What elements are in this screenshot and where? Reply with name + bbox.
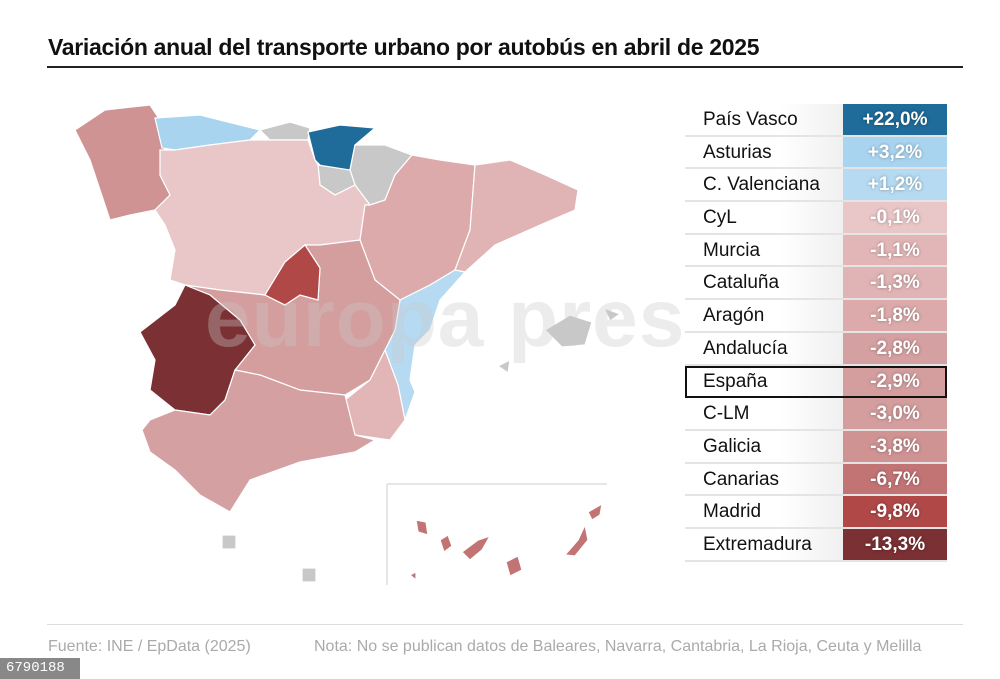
region-ceuta	[221, 534, 237, 550]
region-madrid	[264, 244, 321, 306]
region-name: CyL	[685, 202, 843, 233]
region-canarias	[505, 555, 523, 577]
region-value: -1,1%	[843, 234, 947, 266]
region-value: -1,3%	[843, 267, 947, 299]
region-value: -9,8%	[843, 496, 947, 527]
region-name: Galicia	[685, 430, 843, 462]
region-value: -6,7%	[843, 463, 947, 495]
region-value: +3,2%	[843, 136, 947, 168]
region-name: Extremadura	[685, 528, 843, 560]
region-name: C. Valenciana	[685, 169, 843, 201]
region-baleares	[544, 314, 593, 348]
table-row: Galicia -3,8%	[685, 430, 947, 464]
values-table: País Vasco +22,0% Asturias +3,2% C. Valencia…	[685, 104, 947, 562]
table-row: Murcia -1,1%	[685, 234, 947, 268]
table-row: Andalucía -2,8%	[685, 332, 947, 366]
region-name: Cataluña	[685, 267, 843, 299]
region-value: +22,0%	[843, 104, 947, 135]
table-row: C-LM -3,0%	[685, 398, 947, 431]
region-murcia	[344, 348, 406, 441]
title-divider	[47, 66, 963, 68]
region-canarias	[408, 571, 417, 582]
table-row: País Vasco +22,0%	[685, 104, 947, 137]
region-andalucia	[141, 369, 377, 513]
region-value: -13,3%	[843, 528, 947, 560]
table-row: Cataluña -1,3%	[685, 267, 947, 301]
region-value: -1,8%	[843, 300, 947, 331]
region-name: Madrid	[685, 496, 843, 527]
region-canarias	[587, 502, 603, 521]
region-melilla	[301, 567, 317, 583]
region-name: Murcia	[685, 234, 843, 266]
region-name: Aragón	[685, 300, 843, 331]
region-cantabria	[258, 121, 311, 141]
region-value: -2,8%	[843, 332, 947, 364]
region-baleares	[602, 306, 622, 322]
region-name: Asturias	[685, 136, 843, 168]
region-value: +1,2%	[843, 169, 947, 201]
image-id: 6790188	[0, 658, 80, 679]
table-row: CyL -0,1%	[685, 202, 947, 235]
region-value: -0,1%	[843, 202, 947, 233]
region-name: C-LM	[685, 398, 843, 429]
table-row: Asturias +3,2%	[685, 136, 947, 170]
chart-title: Variación anual del transporte urbano po…	[48, 34, 760, 60]
table-row: Madrid -9,8%	[685, 496, 947, 529]
region-canarias	[439, 534, 453, 553]
source-text: Fuente: INE / EpData (2025)	[48, 638, 251, 655]
region-name: España	[685, 365, 843, 397]
region-canarias	[563, 523, 589, 557]
footer-divider	[47, 624, 963, 625]
region-value: -3,0%	[843, 398, 947, 429]
region-canarias	[461, 534, 492, 561]
table-row: España -2,9%	[685, 365, 947, 399]
region-canarias	[415, 519, 429, 536]
region-cataluna	[454, 159, 579, 273]
region-value: -2,9%	[843, 365, 947, 397]
region-value: -3,8%	[843, 430, 947, 462]
table-row: Canarias -6,7%	[685, 463, 947, 497]
region-name: Canarias	[685, 463, 843, 495]
table-row: Extremadura -13,3%	[685, 528, 947, 562]
region-name: País Vasco	[685, 104, 843, 135]
table-row: Aragón -1,8%	[685, 300, 947, 333]
note-text: Nota: No se publican datos de Baleares, …	[314, 638, 922, 655]
region-baleares	[496, 358, 511, 375]
region-name: Andalucía	[685, 332, 843, 364]
table-row: C. Valenciana +1,2%	[685, 169, 947, 203]
